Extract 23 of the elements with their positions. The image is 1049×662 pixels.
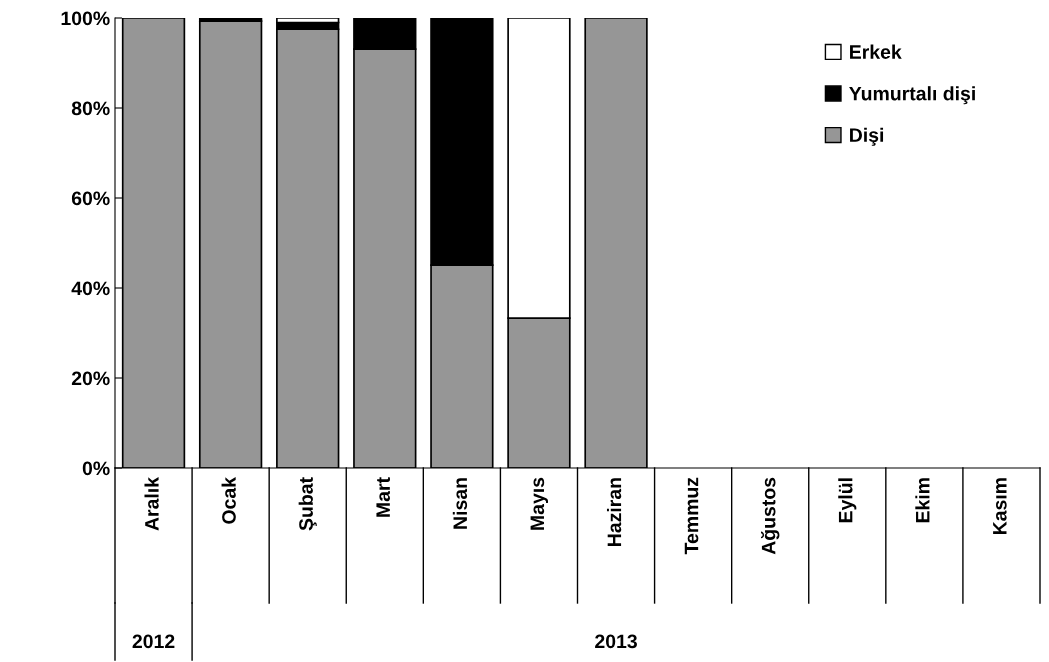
- x-tick-label: Mart: [376, 477, 391, 517]
- text: 2013: [595, 634, 637, 649]
- y-tick-label: 0%: [82, 461, 110, 476]
- y-tick-label: 20%: [71, 371, 110, 386]
- x-tick-label: Ekim: [915, 478, 930, 523]
- legend-label: Yumurtalı dişi: [849, 86, 975, 105]
- x-tick-label: Eylül: [838, 478, 857, 523]
- x-tick-label: Mayıs: [530, 477, 549, 530]
- x-tick-label: Şubat: [298, 477, 317, 531]
- x-tick-label: Aralık: [144, 476, 159, 531]
- y-tick-label: 40%: [71, 281, 110, 296]
- x-tick-label: Haziran: [606, 478, 622, 546]
- x-tick-label: Kasım: [993, 478, 1007, 535]
- y-tick-label: 100%: [61, 11, 110, 26]
- x-tick-label: Ağustos: [761, 477, 780, 555]
- x-tick-label: Ocak: [221, 476, 236, 524]
- text: 2012: [132, 634, 175, 649]
- x-tick-label: Temmuz: [684, 477, 699, 555]
- y-tick-label: 60%: [71, 191, 110, 206]
- legend-label: Dişi: [850, 127, 884, 146]
- legend-label: Erkek: [850, 44, 902, 59]
- y-tick-label: 80%: [71, 101, 110, 116]
- x-tick-label: Nisan: [452, 478, 468, 529]
